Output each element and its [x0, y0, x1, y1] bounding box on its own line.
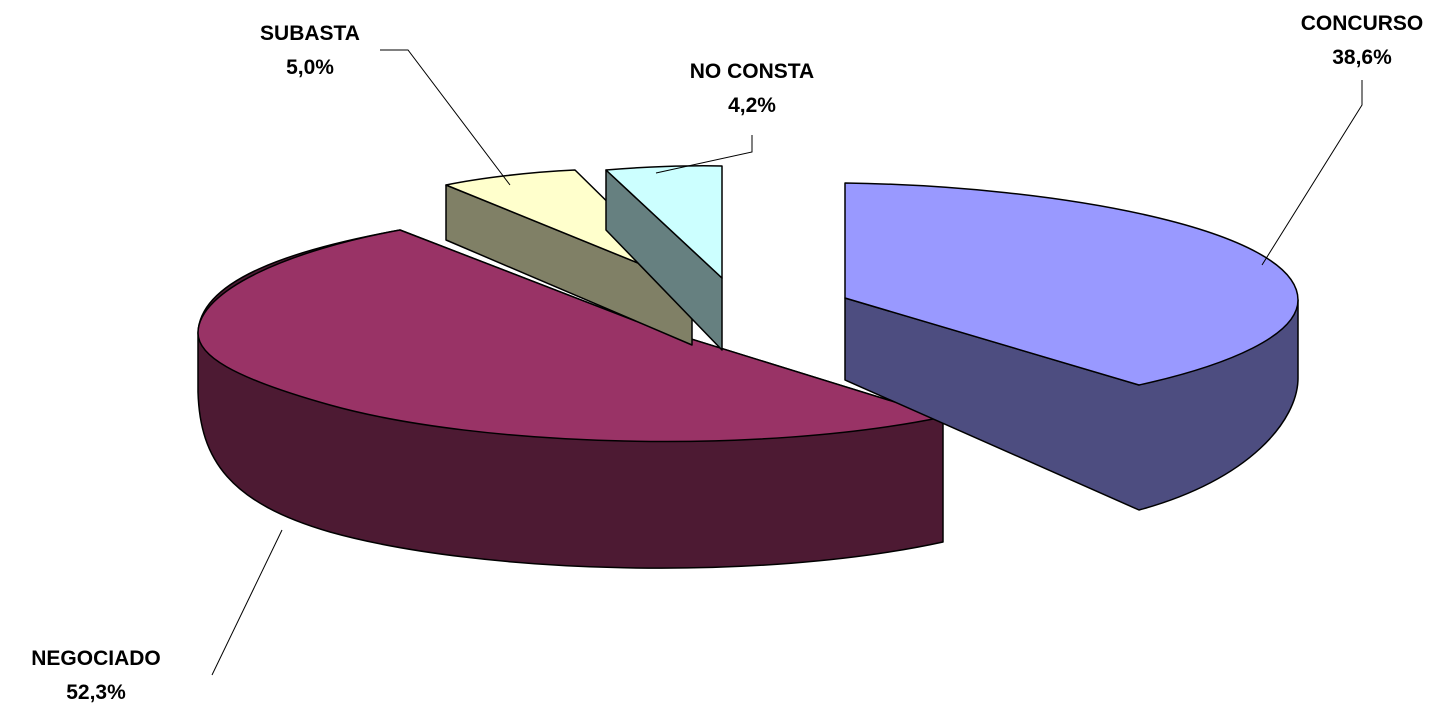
leader-no-consta [655, 135, 753, 174]
label-subasta-name: SUBASTA [260, 22, 360, 45]
slice-concurso-top [844, 182, 1299, 386]
leader-subasta [380, 49, 511, 186]
leader-concurso [1261, 80, 1363, 266]
label-no-consta-name: NO CONSTA [690, 60, 814, 83]
leader-negociado [211, 529, 283, 676]
label-concurso-value: 38,6% [1332, 46, 1392, 69]
slice-no-consta-top [605, 164, 723, 279]
slice-negociado [197, 229, 944, 569]
label-no-consta-value: 4,2% [728, 94, 776, 117]
slice-concurso [844, 182, 1299, 511]
slice-no-consta [605, 164, 723, 351]
slice-concurso-side [844, 297, 1299, 511]
label-negociado-name: NEGOCIADO [31, 647, 161, 670]
slice-negociado-top [197, 229, 944, 443]
label-concurso-name: CONCURSO [1301, 12, 1424, 35]
label-subasta-value: 5,0% [286, 56, 334, 79]
label-negociado-value: 52,3% [66, 681, 126, 704]
